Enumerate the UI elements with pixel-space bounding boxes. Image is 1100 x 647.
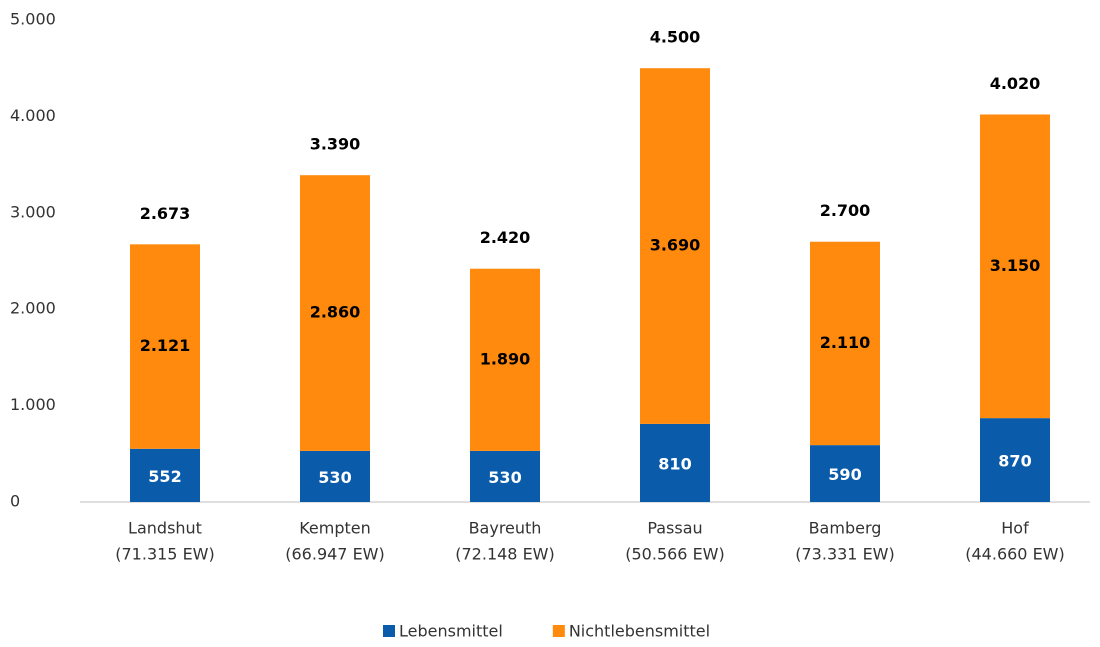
y-tick-label: 5.000 (10, 10, 56, 29)
value-label: 530 (488, 468, 521, 487)
value-label: 1.890 (480, 349, 531, 368)
bar-segment (980, 114, 1050, 419)
bar-segment (300, 175, 370, 451)
total-label: 4.500 (650, 28, 701, 47)
value-label: 810 (658, 454, 691, 473)
value-label: 870 (998, 452, 1031, 471)
bar-segment (810, 241, 880, 446)
bar-segment (640, 68, 710, 424)
value-label: 530 (318, 468, 351, 487)
y-tick-label: 4.000 (10, 106, 56, 125)
total-label: 2.700 (820, 201, 871, 220)
x-tick-label: (66.947 EW) (285, 545, 384, 564)
x-tick-label: Passau (647, 519, 702, 538)
value-label: 590 (828, 465, 861, 484)
legend-swatch (383, 625, 395, 637)
legend-label: Nichtlebensmittel (569, 622, 710, 641)
value-label: 552 (148, 467, 181, 486)
total-label: 2.673 (140, 204, 191, 223)
y-tick-label: 2.000 (10, 299, 56, 318)
x-tick-label: (44.660 EW) (965, 545, 1064, 564)
x-tick-label: Kempten (299, 519, 371, 538)
bar-segment (810, 445, 880, 502)
bar-segment (130, 244, 200, 449)
bar-segment (470, 268, 540, 451)
legend-swatch (552, 625, 565, 637)
x-tick-label: (73.331 EW) (795, 545, 894, 564)
value-label: 2.110 (820, 333, 871, 352)
value-label: 2.121 (140, 336, 191, 355)
x-tick-label: Hof (1001, 519, 1029, 538)
x-tick-label: (72.148 EW) (455, 545, 554, 564)
bar-segment (640, 423, 710, 502)
bar-segment (300, 450, 370, 502)
x-tick-label: (50.566 EW) (625, 545, 724, 564)
bar-segment (980, 418, 1050, 502)
x-tick-label: Landshut (128, 519, 202, 538)
bar-segment (470, 450, 540, 502)
total-label: 2.420 (480, 228, 531, 247)
legend-label: Lebensmittel (399, 622, 503, 641)
bar-segment (130, 448, 200, 502)
value-label: 3.690 (650, 236, 701, 255)
total-label: 4.020 (990, 74, 1041, 93)
x-tick-label: Bamberg (809, 519, 882, 538)
total-label: 3.390 (310, 135, 361, 154)
value-label: 3.150 (990, 256, 1041, 275)
y-tick-label: 1.000 (10, 395, 56, 414)
value-label: 2.860 (310, 303, 361, 322)
y-tick-label: 3.000 (10, 202, 56, 221)
x-tick-label: (71.315 EW) (115, 545, 214, 564)
y-tick-label: 0 (10, 492, 20, 511)
x-tick-label: Bayreuth (469, 519, 542, 538)
